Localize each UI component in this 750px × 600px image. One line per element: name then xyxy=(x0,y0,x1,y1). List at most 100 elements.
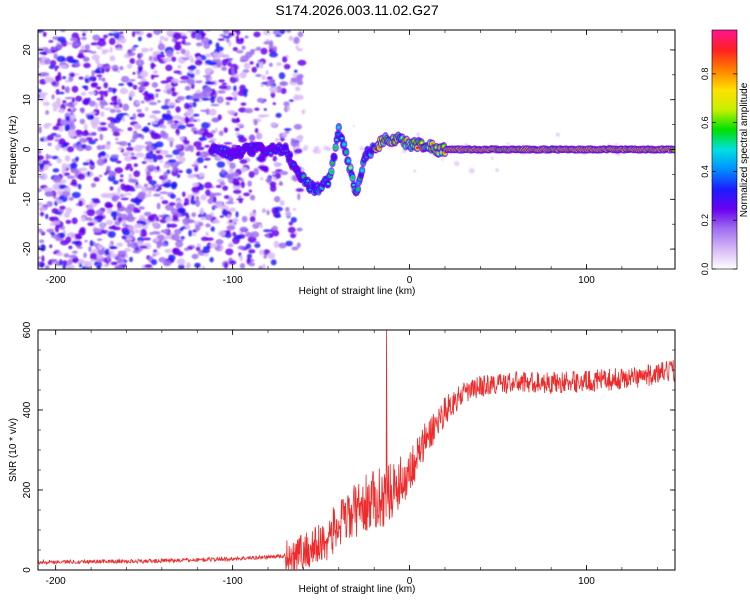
noise-blob xyxy=(104,193,114,199)
noise-blob xyxy=(245,243,252,249)
noise-blob xyxy=(244,108,254,114)
noise-blob xyxy=(200,109,209,113)
noise-blob xyxy=(160,149,169,155)
noise-blob xyxy=(218,79,225,83)
noise-blob xyxy=(205,231,209,236)
x-tick-label: -100 xyxy=(223,275,243,286)
noise-blob xyxy=(173,120,179,123)
noise-blob xyxy=(231,118,241,124)
noise-blob xyxy=(91,54,100,61)
noise-blob xyxy=(387,147,390,150)
noise-blob xyxy=(210,138,217,141)
noise-blob xyxy=(53,53,58,60)
colorbar-label: Normalized spectral amplitude xyxy=(739,82,750,217)
noise-blob xyxy=(231,91,240,97)
noise-blob xyxy=(239,262,246,269)
noise-blob xyxy=(163,182,172,188)
noise-blob xyxy=(103,172,108,176)
noise-blob xyxy=(275,137,280,143)
noise-blob xyxy=(194,93,198,97)
noise-blob xyxy=(226,173,230,179)
noise-blob xyxy=(141,186,149,193)
noise-blob xyxy=(119,65,124,71)
noise-blob xyxy=(161,113,167,121)
noise-blob xyxy=(51,81,57,86)
noise-blob xyxy=(191,164,198,167)
noise-blob xyxy=(71,240,81,245)
noise-blob xyxy=(152,251,161,256)
noise-blob xyxy=(555,132,560,137)
ridge-peak xyxy=(351,176,355,179)
noise-blob xyxy=(159,191,169,195)
noise-blob xyxy=(107,32,115,36)
noise-blob xyxy=(221,82,228,86)
noise-blob xyxy=(233,85,237,92)
noise-blob xyxy=(52,168,60,173)
noise-blob xyxy=(231,218,239,223)
noise-blob xyxy=(39,160,43,164)
noise-blob xyxy=(165,216,173,223)
noise-blob xyxy=(152,70,159,75)
noise-blob xyxy=(231,66,235,75)
noise-blob xyxy=(271,225,278,232)
noise-blob xyxy=(225,229,231,235)
noise-blob xyxy=(359,146,365,151)
noise-blob xyxy=(115,160,122,164)
noise-blob xyxy=(40,56,48,61)
noise-blob xyxy=(112,88,116,94)
noise-blob xyxy=(168,223,178,228)
noise-blob xyxy=(51,220,61,225)
noise-blob xyxy=(111,96,117,102)
noise-blob xyxy=(217,114,222,121)
noise-blob xyxy=(272,155,277,162)
noise-blob xyxy=(156,202,161,210)
noise-blob xyxy=(55,144,61,151)
noise-blob xyxy=(175,240,184,248)
noise-blob xyxy=(39,93,46,98)
noise-blob xyxy=(275,169,283,173)
x-tick-label: 0 xyxy=(407,576,413,587)
noise-blob xyxy=(38,155,45,161)
noise-blob xyxy=(297,59,307,66)
noise-blob xyxy=(257,133,263,139)
noise-blob xyxy=(127,142,131,147)
noise-blob xyxy=(105,203,114,209)
noise-blob xyxy=(171,86,176,92)
noise-blob xyxy=(229,207,236,212)
noise-blob xyxy=(181,39,186,45)
noise-blob xyxy=(192,182,200,187)
noise-blob xyxy=(168,202,176,206)
noise-blob xyxy=(68,254,78,259)
noise-blob xyxy=(128,173,133,181)
noise-blob xyxy=(215,184,222,188)
noise-blob xyxy=(97,249,104,256)
noise-blob xyxy=(138,191,146,196)
ridge-peak xyxy=(346,159,350,163)
noise-blob xyxy=(293,207,297,211)
noise-blob xyxy=(47,142,52,147)
noise-blob xyxy=(51,155,59,160)
noise-blob xyxy=(195,42,203,47)
noise-blob xyxy=(51,49,58,53)
noise-blob xyxy=(123,184,131,192)
noise-blob xyxy=(51,258,56,264)
noise-blob xyxy=(38,30,44,33)
noise-blob xyxy=(176,95,186,101)
noise-blob xyxy=(226,225,236,231)
noise-blob xyxy=(202,131,206,139)
noise-blob xyxy=(243,90,248,98)
noise-blob xyxy=(413,169,417,173)
noise-blob xyxy=(171,56,177,62)
noise-blob xyxy=(57,108,66,114)
x-tick-label: 0 xyxy=(407,275,413,286)
noise-blob xyxy=(163,163,171,169)
noise-blob xyxy=(180,75,190,81)
noise-blob xyxy=(58,91,65,95)
noise-blob xyxy=(38,149,42,155)
noise-blob xyxy=(107,116,115,121)
noise-blob xyxy=(217,38,225,41)
noise-blob xyxy=(79,118,86,125)
noise-blob xyxy=(90,42,99,46)
noise-blob xyxy=(155,241,163,246)
noise-blob xyxy=(235,35,240,42)
